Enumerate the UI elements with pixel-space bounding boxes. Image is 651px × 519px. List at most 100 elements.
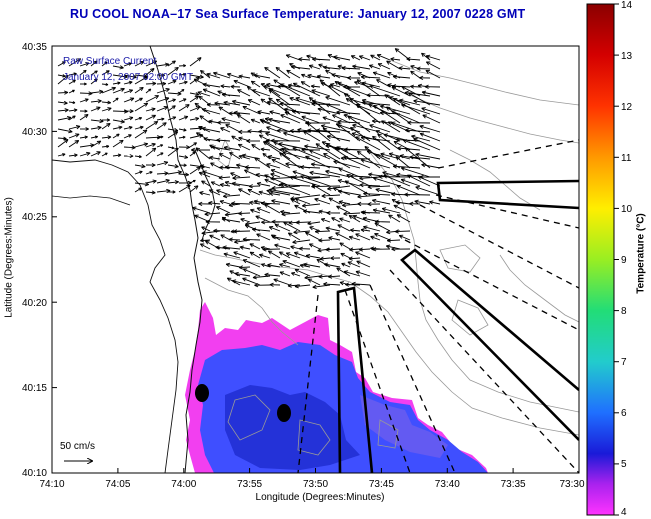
current-arrowhead (139, 171, 143, 174)
current-arrowhead (198, 95, 202, 101)
current-arrowhead (117, 82, 121, 85)
current-arrowhead (343, 211, 348, 215)
x-tick: 74:05 (105, 479, 130, 490)
current-arrowhead (74, 153, 78, 156)
current-arrow (357, 150, 381, 169)
current-arrowhead (63, 61, 66, 65)
current-arrow (363, 226, 381, 232)
current-arrow (398, 67, 411, 70)
current-arrow (145, 121, 158, 130)
current-arrow (369, 85, 401, 97)
current-arrow (178, 98, 187, 103)
current-arrow (350, 175, 371, 178)
current-arrowhead (277, 84, 282, 87)
current-arrowhead (66, 115, 72, 118)
current-arrow (79, 136, 88, 139)
current-arrowhead (344, 270, 349, 272)
current-arrowhead (349, 247, 354, 251)
current-arrowhead (184, 157, 188, 159)
current-arrowhead (229, 152, 232, 157)
current-arrowhead (95, 60, 98, 65)
current-arrow (293, 82, 321, 97)
current-arrow (189, 127, 204, 130)
current-arrow (233, 80, 251, 88)
current-arrowhead (346, 174, 350, 179)
current-arrowhead (355, 271, 360, 275)
current-arrowhead (377, 133, 382, 136)
current-arrowhead (194, 102, 199, 105)
current-arrowhead (337, 179, 342, 184)
current-arrow (68, 154, 78, 157)
current-arrowhead (254, 283, 259, 286)
current-arrow (79, 69, 87, 76)
current-arrowhead (62, 153, 66, 157)
current-arrowhead (223, 146, 228, 150)
current-arrow (134, 182, 149, 186)
current-arrow (112, 82, 121, 85)
colorbar-scale (586, 3, 615, 516)
current-arrowhead (360, 74, 365, 78)
current-arrowhead (152, 83, 157, 86)
current-arrow (195, 147, 211, 160)
current-arrow (269, 111, 281, 115)
current-arrowhead (395, 156, 399, 161)
current-arrow (328, 275, 341, 278)
current-arrowhead (289, 128, 294, 132)
current-arrow (421, 52, 431, 61)
current-arrow (90, 119, 104, 122)
current-arrowhead (242, 277, 246, 282)
current-arrowhead (366, 93, 371, 96)
current-arrowhead (118, 125, 123, 128)
x-tick: 74:00 (171, 479, 196, 490)
current-arrowhead (407, 92, 411, 97)
current-arrowhead (186, 145, 191, 148)
current-arrow (178, 104, 190, 112)
current-arrowhead (292, 109, 297, 112)
current-arrow (202, 170, 221, 178)
current-arrowhead (395, 48, 400, 50)
current-arrowhead (392, 164, 398, 167)
colorbar-tick: 10 (621, 204, 633, 215)
current-arrowhead (68, 131, 73, 134)
current-arrowhead (391, 192, 396, 195)
current-arrow (112, 74, 128, 78)
current-arrowhead (386, 244, 391, 247)
current-arrowhead (264, 274, 269, 277)
current-arrow (156, 172, 169, 175)
current-arrowhead (128, 134, 132, 138)
current-arrowhead (242, 268, 247, 273)
current-arrowhead (270, 169, 275, 174)
current-arrowhead (346, 87, 351, 91)
current-arrow (257, 111, 271, 115)
current-arrowhead (317, 108, 322, 112)
current-arrowhead (198, 203, 203, 207)
current-arrowhead (319, 79, 325, 82)
current-arrowhead (368, 104, 372, 108)
current-arrowhead (327, 188, 332, 191)
current-arrowhead (321, 141, 326, 146)
current-arrowhead (199, 127, 204, 131)
current-arrowhead (116, 97, 119, 101)
current-arrowhead (143, 73, 148, 77)
current-arrowhead (262, 247, 267, 250)
x-tick: 73:40 (435, 479, 460, 490)
current-arrowhead (271, 200, 275, 204)
current-arrowhead (258, 131, 263, 134)
current-arrowhead (230, 172, 234, 177)
current-arrowhead (248, 184, 253, 187)
current-arrow (294, 269, 311, 277)
current-arrowhead (233, 80, 237, 84)
current-arrowhead (224, 181, 229, 186)
current-arrowhead (203, 138, 208, 142)
current-arrowhead (171, 105, 176, 107)
current-arrow (254, 157, 271, 169)
current-arrowhead (311, 162, 316, 165)
current-arrowhead (163, 122, 167, 127)
bathymetry-contours (199, 59, 579, 456)
current-arrowhead (216, 139, 221, 143)
current-arrowhead (260, 98, 266, 101)
current-arrow (244, 166, 261, 169)
current-arrowhead (97, 126, 102, 130)
current-arrowhead (355, 270, 360, 272)
current-arrow (291, 272, 301, 277)
